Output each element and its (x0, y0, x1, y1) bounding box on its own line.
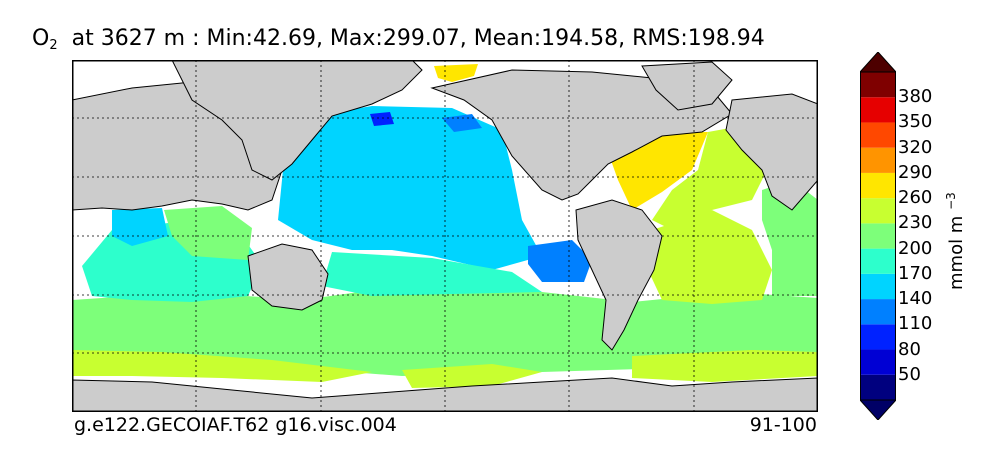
labrador-orange (434, 64, 478, 82)
colorbar-tick-label: 260 (898, 187, 933, 209)
colorbar-segment (860, 72, 896, 98)
colorbar-segment (860, 172, 896, 199)
indian-ocean-cyan (112, 208, 168, 246)
land-south-america (575, 199, 663, 351)
case-name: g.e122.GECOIAF.T62 g16.visc.004 (74, 414, 397, 436)
colorbar-unit-label: mmol m −3 (944, 192, 967, 290)
colorbar (860, 52, 896, 420)
colorbar-tick-label: 140 (898, 288, 933, 310)
colorbar-frame (860, 71, 896, 401)
colorbar-over-arrow (860, 52, 896, 73)
colorbar-segment (860, 349, 896, 375)
pacific-cyan (278, 106, 542, 270)
atlantic-green-east (762, 180, 818, 296)
pacific-blue-patch (528, 240, 592, 282)
atlantic-yellowgreen-south (648, 210, 772, 304)
land-eurasia-east (171, 60, 423, 181)
colorbar-segment (860, 223, 896, 249)
colorbar-tick-label: 110 (898, 313, 933, 335)
colorbar-under-arrow (860, 399, 896, 420)
colorbar-tick-label: 80 (898, 338, 921, 360)
colorbar-tick-label: 50 (898, 363, 921, 385)
land-greenland (641, 61, 733, 111)
map-title: O2 at 3627 m : Min:42.69, Max:299.07, Me… (32, 26, 765, 53)
colorbar-tick-label: 380 (898, 86, 933, 108)
colorbar-tick-label: 170 (898, 262, 933, 284)
colorbar-tick-label: 350 (898, 111, 933, 133)
southern-yellowgreen-east (632, 350, 818, 382)
colorbar-tick-label: 200 (898, 237, 933, 259)
ocean-map (72, 60, 818, 412)
colorbar-segment (860, 299, 896, 325)
colorbar-segment (860, 97, 896, 123)
colorbar-segment (860, 248, 896, 274)
colorbar-segment (860, 122, 896, 148)
colorbar-segment (860, 324, 896, 350)
year-range: 91-100 (749, 414, 817, 436)
colorbar-tick-label: 290 (898, 161, 933, 183)
pacific-blue-north (442, 114, 482, 132)
colorbar-segment (860, 147, 896, 173)
colorbar-tick-label: 230 (898, 212, 933, 234)
colorbar-segment (860, 374, 896, 400)
southern-yellowgreen-mid (402, 364, 542, 388)
pacific-teal-south (322, 252, 542, 296)
map-frame (72, 60, 818, 412)
land-africa-west (725, 93, 818, 211)
colorbar-tick-label: 320 (898, 136, 933, 158)
colorbar-segment (860, 273, 896, 300)
indian-ocean-green (164, 206, 252, 260)
colorbar-segment (860, 198, 896, 224)
pacific-blue-north2 (370, 112, 394, 126)
southern-yellowgreen (72, 350, 372, 382)
